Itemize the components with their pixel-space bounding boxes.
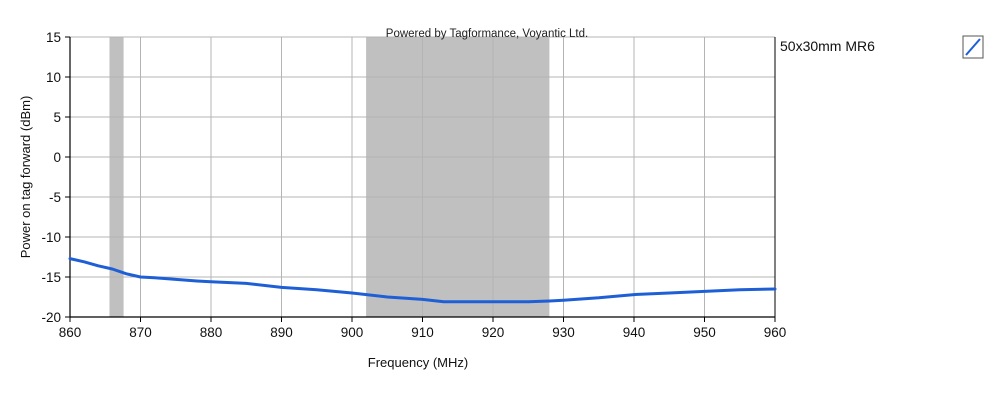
grid-lines bbox=[69, 36, 776, 318]
legend: 50x30mm MR6 bbox=[780, 35, 984, 59]
y-tick-label: 10 bbox=[46, 70, 61, 85]
x-tick-label: 950 bbox=[693, 325, 716, 340]
x-tick-label: 960 bbox=[764, 325, 787, 340]
shaded-band-0 bbox=[109, 37, 124, 317]
x-tick-label: 920 bbox=[482, 325, 505, 340]
y-tick-label: -10 bbox=[41, 230, 61, 245]
legend-series-label: 50x30mm MR6 bbox=[780, 38, 875, 54]
x-tick-label: 910 bbox=[411, 325, 434, 340]
y-tick-label: -20 bbox=[41, 310, 61, 325]
y-tick-label: 5 bbox=[53, 110, 61, 125]
y-tick-label: -5 bbox=[49, 190, 61, 205]
axes bbox=[65, 36, 776, 322]
x-tick-label: 900 bbox=[341, 325, 364, 340]
shaded-bands bbox=[109, 37, 550, 317]
series-layer bbox=[68, 257, 777, 304]
x-tick-label: 880 bbox=[200, 325, 223, 340]
line-swatch-icon[interactable] bbox=[962, 35, 984, 59]
tick-labels: 860 870 880 890 900 910 920 930 940 950 960 15 10 5 0 -… bbox=[41, 30, 786, 340]
y-tick-label: -15 bbox=[41, 270, 61, 285]
shaded-band-1 bbox=[366, 37, 550, 317]
x-tick-label: 870 bbox=[129, 325, 152, 340]
x-tick-label: 890 bbox=[270, 325, 293, 340]
series-line-0 bbox=[68, 257, 777, 304]
x-tick-label: 930 bbox=[552, 325, 575, 340]
y-tick-label: 0 bbox=[53, 150, 61, 165]
x-tick-label: 940 bbox=[623, 325, 646, 340]
y-tick-label: 15 bbox=[46, 30, 61, 45]
credit-text: Powered by Tagformance, Voyantic Ltd. bbox=[386, 28, 588, 40]
y-axis-title: Power on tag forward (dBm) bbox=[18, 96, 33, 259]
x-axis-title: Frequency (MHz) bbox=[368, 355, 468, 370]
x-tick-label: 860 bbox=[59, 325, 82, 340]
